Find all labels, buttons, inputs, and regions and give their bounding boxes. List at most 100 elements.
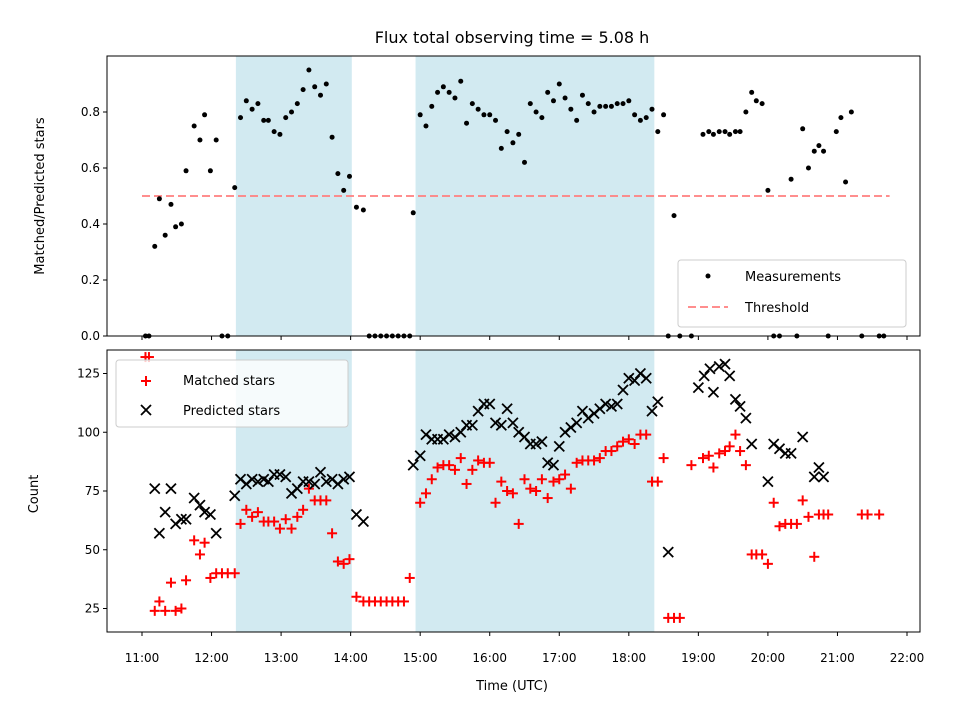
matched-star-point	[594, 453, 605, 464]
predicted-marker-b	[320, 475, 332, 488]
matched-star-point	[252, 507, 263, 518]
y-tick-label: 75	[85, 484, 100, 498]
measurement-point	[710, 131, 716, 137]
matched-star-point	[612, 441, 623, 452]
measurement-point	[475, 106, 481, 112]
measurement-point	[643, 115, 649, 121]
measurement-point	[737, 129, 743, 135]
measurement-point	[637, 117, 643, 123]
measurement-point	[341, 187, 347, 193]
predicted-star-point	[605, 400, 618, 413]
predicted-star-point	[495, 419, 507, 431]
predicted-marker-b	[357, 515, 370, 528]
predicted-star-point	[571, 417, 583, 429]
predicted-marker-b	[501, 403, 513, 415]
predicted-star-point	[530, 438, 542, 450]
predicted-star-point	[762, 475, 774, 488]
predicted-star-point	[466, 419, 478, 431]
predicted-marker-b	[159, 506, 171, 518]
predicted-marker-b	[762, 475, 774, 488]
legend-predicted-marker	[140, 404, 152, 416]
matched-star-point	[823, 509, 834, 520]
measurement-point	[527, 101, 533, 107]
measurement-point	[562, 95, 568, 101]
measurement-point	[504, 129, 510, 135]
measurement-point	[410, 210, 416, 216]
matched-star-point	[708, 462, 719, 473]
predicted-star-point	[280, 471, 292, 483]
x-tick-label: 11:00	[125, 651, 160, 665]
predicted-marker-b	[571, 417, 583, 429]
predicted-star-point	[303, 475, 315, 488]
predicted-star-point	[198, 506, 211, 518]
y-tick-label: 0.4	[81, 217, 100, 231]
predicted-star-point	[229, 490, 241, 502]
predicted-marker-b	[652, 396, 664, 408]
predicted-marker-b	[713, 360, 725, 373]
predicted-star-point	[338, 473, 350, 485]
predicted-marker-b	[495, 419, 507, 431]
predicted-marker-b	[640, 372, 652, 384]
measurement-point	[243, 98, 249, 104]
matched-star-point	[455, 453, 466, 464]
predicted-star-point	[746, 438, 758, 450]
predicted-marker-b	[420, 428, 432, 441]
predicted-star-point	[646, 405, 658, 417]
legend-measurements-label: Measurements	[745, 270, 841, 285]
predicted-star-point	[204, 508, 217, 521]
predicted-star-point	[320, 475, 332, 488]
measurement-point	[487, 112, 493, 118]
predicted-marker-b	[507, 417, 519, 429]
measurement-point	[493, 117, 499, 123]
measurement-point	[661, 112, 667, 118]
matched-star-point	[199, 537, 210, 548]
measurement-point	[632, 112, 638, 118]
matched-star-point	[542, 493, 553, 504]
measurement-point	[249, 106, 255, 112]
matched-star-point	[344, 554, 355, 565]
matched-star-point	[560, 469, 571, 480]
measurement-point	[353, 204, 359, 210]
predicted-star-point	[501, 403, 513, 415]
measurement-point	[848, 109, 854, 115]
matched-star-point	[618, 436, 629, 447]
measurement-point	[197, 137, 203, 143]
measurement-point	[805, 165, 811, 171]
legend-matched-label: Matched stars	[183, 374, 275, 389]
measurement-point	[335, 171, 341, 177]
measurement-point	[440, 84, 446, 90]
predicted-star-point	[484, 398, 496, 410]
matched-star-point	[160, 605, 171, 616]
matched-star-point	[241, 504, 252, 515]
predicted-marker-b	[350, 508, 363, 521]
predicted-star-point	[740, 412, 752, 424]
matched-star-point	[571, 457, 582, 468]
predicted-stars-points	[149, 358, 830, 558]
measurement-point	[522, 159, 527, 165]
measurement-point	[446, 89, 452, 95]
measurement-point	[168, 201, 174, 207]
predicted-marker-b	[149, 483, 161, 495]
predicted-star-point	[553, 440, 565, 452]
predicted-marker-b	[303, 475, 315, 488]
predicted-star-point	[175, 513, 188, 525]
y-tick-label: 100	[77, 425, 100, 439]
matched-star-point	[507, 488, 518, 499]
predicted-star-point	[713, 360, 725, 373]
predicted-star-point	[662, 546, 674, 558]
measurement-point	[655, 129, 661, 135]
measurement-point	[312, 84, 318, 90]
predicted-star-point	[729, 393, 742, 405]
predicted-marker-b	[338, 473, 350, 485]
x-tick-label: 16:00	[472, 651, 507, 665]
matched-star-point	[525, 483, 536, 494]
measurement-point	[585, 101, 591, 107]
matched-star-point	[519, 474, 530, 485]
measurement-point	[294, 101, 300, 107]
predicted-marker-b	[808, 471, 820, 483]
predicted-star-point	[507, 417, 519, 429]
measurement-point	[417, 112, 423, 118]
matched-star-point	[502, 486, 513, 496]
measurement-point	[539, 115, 545, 121]
measurement-points	[142, 67, 887, 339]
